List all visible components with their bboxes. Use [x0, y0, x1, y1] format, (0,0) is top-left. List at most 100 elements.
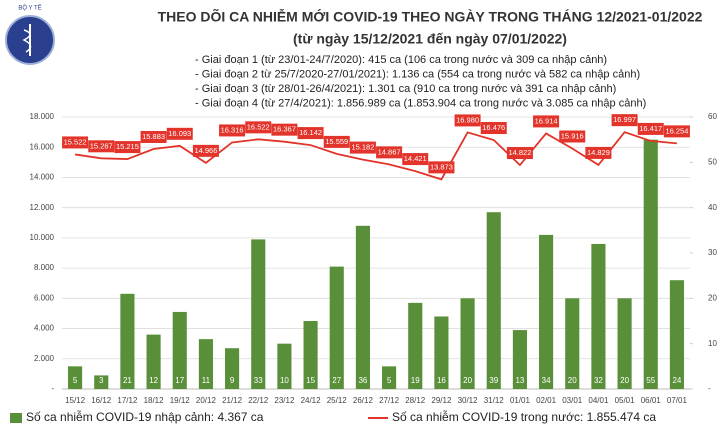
bar [198, 339, 213, 389]
y-tick-label: 4.000 [34, 324, 55, 333]
bar [591, 243, 606, 389]
bar-label: 21 [123, 376, 132, 385]
line-label-box [219, 124, 246, 137]
line-label: 16.997 [613, 115, 636, 124]
x-tick-label: 15/12 [65, 396, 86, 405]
annotation: - Giai đoạn 3 (từ 28/01-26/4/2021): 1.30… [195, 83, 616, 95]
x-tick-label: 22/12 [248, 396, 269, 405]
bar-label: 20 [463, 376, 472, 385]
legend-swatch [10, 413, 22, 423]
annotation: - Giai đoạn 4 (từ 27/4/2021): 1.856.989 … [195, 97, 646, 109]
x-tick-label: 03/01 [562, 396, 583, 405]
line-label-box [611, 114, 638, 127]
chart-title: THEO DÕI CA NHIỄM MỚI COVID-19 THEO NGÀY… [158, 8, 703, 25]
bar [486, 212, 501, 389]
y-tick-label: 10.000 [30, 233, 55, 242]
bar-label: 20 [620, 376, 629, 385]
bar [251, 239, 266, 389]
line-label: 16.316 [221, 125, 244, 134]
line-label: 16.914 [535, 116, 558, 125]
bar [382, 366, 397, 389]
line [74, 131, 678, 181]
x-tick-label: 30/12 [458, 396, 479, 405]
line-label: 16.142 [299, 128, 322, 137]
annotation: - Giai đoạn 2 từ 25/7/2020-27/01/2021): … [195, 68, 640, 80]
bar [146, 334, 161, 389]
line-label-box [428, 161, 455, 174]
line-label: 16.093 [168, 129, 191, 138]
y2-tick-label: 50 [708, 157, 717, 166]
line-label-box [663, 125, 690, 138]
bar [303, 321, 318, 389]
bar [225, 348, 240, 389]
x-tick-label: 27/12 [379, 396, 400, 405]
bar-label: 19 [411, 376, 420, 385]
line-label-box [271, 123, 298, 136]
line-label: 15.916 [561, 131, 584, 140]
line-label: 16.522 [247, 122, 270, 131]
bar-label: 5 [387, 376, 392, 385]
logo-text: BỘ Y TẾ [18, 5, 41, 12]
line-label-box [166, 127, 193, 140]
x-tick-label: 20/12 [196, 396, 217, 405]
line-label: 15.522 [64, 137, 87, 146]
bar [172, 311, 187, 389]
bar-label: 15 [306, 376, 315, 385]
line-label: 16.476 [482, 123, 505, 132]
x-tick-label: 25/12 [327, 396, 348, 405]
bar-label: 10 [280, 376, 289, 385]
line-label-box [140, 130, 167, 143]
line-label: 16.417 [639, 124, 662, 133]
x-tick-label: 31/12 [484, 396, 505, 405]
x-tick-label: 28/12 [405, 396, 426, 405]
y2-tick-label: 10 [708, 339, 717, 348]
logo: BỘ Y TẾ [5, 5, 55, 65]
x-tick-label: 29/12 [431, 396, 452, 405]
line-label: 16.367 [273, 125, 296, 134]
x-tick-label: 19/12 [170, 396, 191, 405]
line-label-box [349, 141, 376, 154]
legend-label: Số ca nhiễm COVID-19 nhập cảnh: 4.367 ca [26, 409, 264, 424]
annotation: - Giai đoạn 1 (từ 23/01-24/7/2020): 415 … [195, 54, 607, 66]
x-tick-label: 06/01 [641, 396, 662, 405]
bar [669, 280, 684, 389]
line-label: 14.829 [587, 148, 610, 157]
line-label: 15.182 [351, 143, 374, 152]
x-tick-label: 26/12 [353, 396, 374, 405]
line-label-box [559, 130, 586, 143]
legend-label: Số ca nhiễm COVID-19 trong nước: 1.855.4… [392, 409, 656, 424]
bar-label: 12 [149, 376, 158, 385]
line-label-box [376, 146, 403, 159]
bar [512, 330, 527, 389]
y-tick-label: 12.000 [30, 203, 55, 212]
y-tick-label: 16.000 [30, 142, 55, 151]
bar [120, 293, 135, 389]
line-label: 15.559 [325, 137, 348, 146]
line-label-box [192, 144, 219, 157]
x-tick-label: 07/01 [667, 396, 688, 405]
y-tick-label: 14.000 [30, 173, 55, 182]
bar [434, 316, 449, 389]
x-tick-label: 16/12 [91, 396, 112, 405]
bar-label: 5 [73, 376, 78, 385]
line-label-box [323, 135, 350, 148]
bar [355, 225, 370, 389]
bar [277, 343, 292, 389]
bar-label: 33 [254, 376, 263, 385]
bar [94, 375, 109, 389]
bar [460, 298, 475, 389]
bar [539, 234, 554, 389]
y-tick-label: 2.000 [34, 354, 55, 363]
bar-label: 32 [594, 376, 603, 385]
x-tick-label: 01/01 [510, 396, 531, 405]
x-tick-label: 17/12 [117, 396, 138, 405]
x-tick-label: 02/01 [536, 396, 557, 405]
bar-label: 3 [99, 376, 104, 385]
x-tick-label: 05/01 [615, 396, 636, 405]
bar [643, 139, 658, 389]
bar-label: 36 [358, 376, 367, 385]
bar [408, 302, 423, 389]
bar-label: 16 [437, 376, 446, 385]
